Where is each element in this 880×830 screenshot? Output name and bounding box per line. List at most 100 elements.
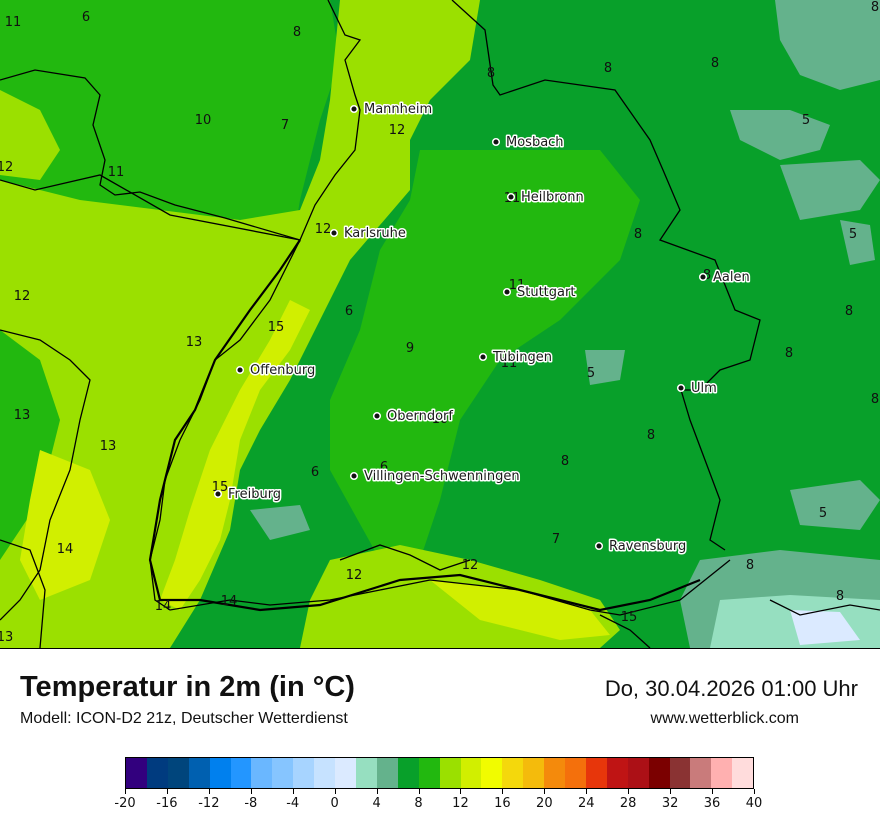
- city-dot-icon: [235, 365, 245, 375]
- temp-field-4-6: [250, 505, 310, 540]
- colorbar-segment: [376, 758, 398, 788]
- tick-mark: [460, 789, 462, 794]
- city-marker: Karlsruhe: [329, 225, 407, 243]
- temperature-value: 11: [108, 165, 125, 180]
- temp-field-14-16: [160, 300, 310, 610]
- tick-label: -12: [198, 796, 220, 811]
- tick-label: 20: [536, 796, 553, 811]
- colorbar-segment: [293, 758, 315, 788]
- tick-label: 4: [372, 796, 381, 811]
- colorbar-segment: [314, 758, 336, 788]
- city-label: Mannheim: [364, 102, 432, 117]
- temperature-value: 13: [0, 630, 13, 645]
- tick-label: -4: [286, 796, 300, 811]
- tick-mark: [586, 789, 588, 794]
- city-dot-icon: [491, 137, 501, 147]
- colorbar-segment: [126, 758, 147, 788]
- colorbar-segment: [167, 758, 189, 788]
- colorbar-segment: [481, 758, 503, 788]
- temperature-value: 12: [346, 568, 363, 583]
- temperature-value: 10: [432, 412, 449, 427]
- website-link[interactable]: www.wetterblick.com: [650, 710, 799, 727]
- tick-label: -8: [244, 796, 258, 811]
- forecast-datetime: Do, 30.04.2026 01:00 Uhr: [604, 676, 858, 701]
- model-info: Modell: ICON-D2 21z, Deutscher Wetterdie…: [20, 710, 348, 727]
- temperature-value: 7: [281, 118, 289, 133]
- city-marker: Mosbach: [491, 134, 565, 152]
- temp-field-12-14: [0, 90, 60, 180]
- temp-field-4-6: [585, 350, 625, 385]
- temperature-value: 12: [14, 289, 31, 304]
- temperature-value: 13: [14, 408, 31, 423]
- tick-mark: [292, 789, 294, 794]
- colorbar-segment: [732, 758, 754, 788]
- tick-mark: [502, 789, 504, 794]
- city-dot-icon: [676, 383, 686, 393]
- temperature-value: 5: [819, 506, 827, 521]
- city-dot-icon: [698, 272, 708, 282]
- tick-mark: [544, 789, 546, 794]
- map-title: Temperatur in 2m (in °C): [20, 671, 355, 703]
- colorbar-segment: [251, 758, 273, 788]
- temperature-value: 14: [221, 594, 238, 609]
- temperature-value: 12: [389, 123, 406, 138]
- colorbar-segment: [188, 758, 210, 788]
- temperature-value: 5: [802, 113, 810, 128]
- temp-field-0-2: [790, 610, 860, 645]
- temperature-value: 12: [462, 558, 479, 573]
- temperature-value: 8: [487, 66, 495, 81]
- city-marker: Ulm: [676, 380, 718, 398]
- temperature-value: 9: [406, 341, 414, 356]
- temp-field-4-6: [840, 220, 875, 265]
- temperature-value: 8: [836, 589, 844, 604]
- temperature-value: 6: [82, 10, 90, 25]
- temp-field-4-6: [775, 0, 880, 90]
- temperature-map: 1168107121211888851112851211861581391185…: [0, 0, 880, 649]
- temperature-value: 8: [647, 428, 655, 443]
- temperature-value: 14: [57, 542, 74, 557]
- tick-mark: [670, 789, 672, 794]
- temperature-value: 8: [561, 454, 569, 469]
- city-label: Mosbach: [506, 135, 564, 150]
- tick-mark: [754, 789, 755, 794]
- temperature-value: 8: [293, 25, 301, 40]
- city-dot-icon: [594, 541, 604, 551]
- city-label: Karlsruhe: [344, 226, 406, 241]
- temperature-value: 8: [845, 304, 853, 319]
- tick-mark: [376, 789, 378, 794]
- tick-mark: [250, 789, 252, 794]
- temperature-value-labels: 1168107121211888851112851211861581391185…: [0, 0, 879, 645]
- temperature-value: 12: [0, 160, 13, 175]
- city-dot-icon: [213, 489, 223, 499]
- tick-mark: [712, 789, 714, 794]
- city-marker: Mannheim: [349, 101, 434, 119]
- city-dot-icon: [372, 411, 382, 421]
- city-dot-icon: [502, 287, 512, 297]
- temperature-value: 11: [501, 356, 518, 371]
- city-marker: Oberndorf: [372, 408, 455, 426]
- temperature-value: 5: [587, 366, 595, 381]
- temperature-value: 8: [634, 227, 642, 242]
- temperature-value: 8: [711, 56, 719, 71]
- tick-label: 28: [619, 796, 637, 811]
- tick-mark: [418, 789, 420, 794]
- colorbar-segment: [230, 758, 252, 788]
- colorbar-segment: [523, 758, 545, 788]
- colorbar-segment: [585, 758, 607, 788]
- temperature-value: 13: [186, 335, 203, 350]
- temperature-value: 15: [621, 610, 638, 625]
- colorbar-segment: [335, 758, 356, 788]
- city-marker: Ravensburg: [594, 538, 688, 556]
- temperature-value: 8: [785, 346, 793, 361]
- temperature-value: 12: [315, 222, 332, 237]
- temperature-value: 14: [155, 599, 172, 614]
- temperature-value: 8: [871, 392, 879, 407]
- tick-mark: [125, 789, 126, 794]
- tick-label: -20: [114, 796, 136, 811]
- city-label: Heilbronn: [521, 190, 584, 205]
- tick-label: 32: [661, 796, 679, 811]
- tick-label: 40: [745, 796, 763, 811]
- temperature-value: 8: [604, 61, 612, 76]
- city-marker: Villingen-Schwenningen: [349, 468, 521, 486]
- tick-mark: [208, 789, 210, 794]
